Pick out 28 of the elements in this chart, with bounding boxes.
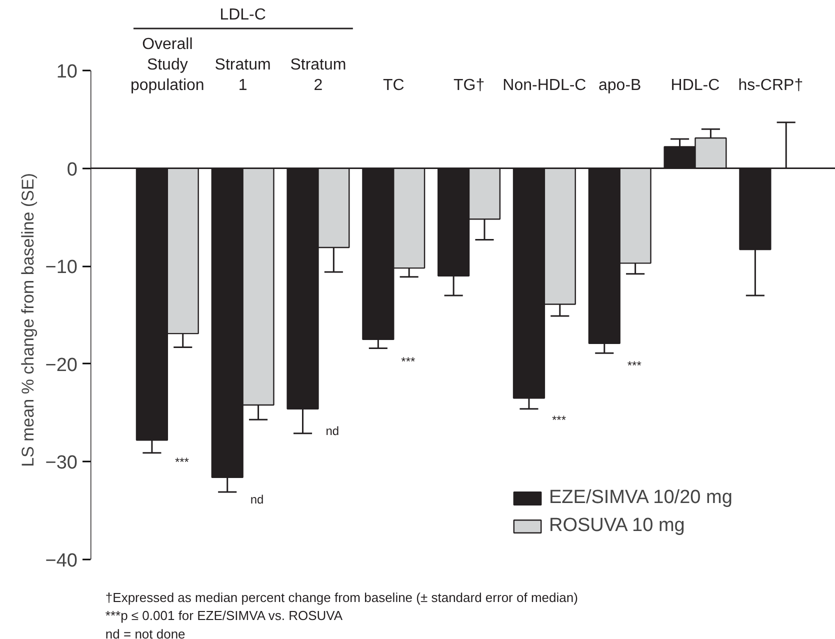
y-tick-label: −10 xyxy=(45,257,78,278)
y-tick-label: 10 xyxy=(56,62,78,82)
text: LDL-C xyxy=(220,6,266,24)
y-axis-title: LS mean % change from baseline (SE) xyxy=(18,173,38,467)
x-tick-label: Non-HDL-C xyxy=(502,76,586,94)
text: ***p ≤ 0.001 for EZE/SIMVA vs. ROSUVA xyxy=(105,608,343,624)
annotation: nd xyxy=(250,492,264,506)
text: nd = not done xyxy=(105,626,186,639)
legend-label: ROSUVA 10 mg xyxy=(549,515,685,537)
y-tick-label: −30 xyxy=(45,452,78,474)
annotation: *** xyxy=(552,413,566,428)
annotation: *** xyxy=(401,354,416,368)
x-tick-label: TG† xyxy=(453,76,485,94)
annotation: *** xyxy=(627,358,642,372)
x-tick-label: TC xyxy=(382,76,404,94)
text: †Expressed as median percent change from baseline (± standard error of median) xyxy=(105,590,578,606)
annotation: *** xyxy=(174,455,190,470)
y-tick-label: 0 xyxy=(66,159,78,180)
x-tick-label: Overall Study population xyxy=(130,36,204,94)
y-tick-label: −40 xyxy=(45,550,78,572)
x-tick-label: HDL-C xyxy=(670,76,720,94)
x-tick-label: apo-B xyxy=(598,76,642,94)
x-tick-label: hs-CRP† xyxy=(738,76,804,94)
x-tick-label: Stratum 1 xyxy=(214,56,271,94)
annotation: nd xyxy=(326,424,340,438)
legend-label: EZE/SIMVA 10/20 mg xyxy=(549,487,732,509)
y-tick-label: −20 xyxy=(45,354,78,376)
x-tick-label: Stratum 2 xyxy=(290,56,346,94)
